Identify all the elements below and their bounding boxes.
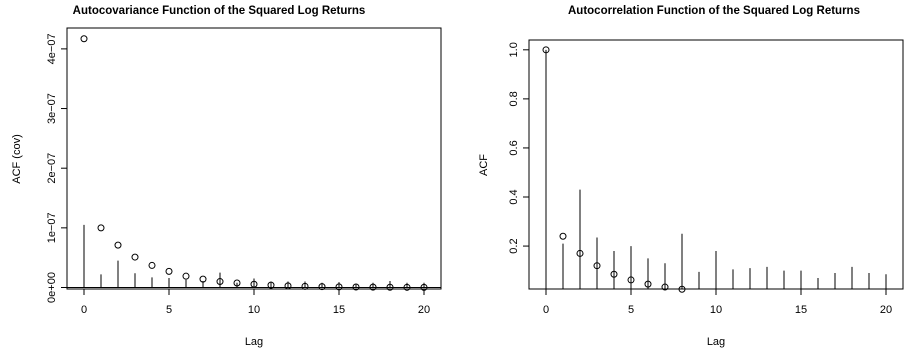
acf-y-tick-label: 0.6 [508,140,520,155]
acf-marks: 0 5 10 15 20 0.2 0.4 0.6 0.8 1.0 [508,42,892,316]
acovf-x-tick-label: 10 [248,304,260,316]
acovf-point [369,283,377,291]
acovf-point [199,275,207,283]
acf-xlabel: Lag [707,336,725,348]
acf-ylabel: ACF [478,154,490,176]
acovf-point [97,224,105,232]
acovf-y-tick-label: 0e+00 [46,272,58,303]
acovf-x-tick-label: 0 [81,304,87,316]
acf-title: Autocorrelation Function of the Squared … [568,5,860,17]
acovf-x-tick-label: 5 [166,304,172,316]
acf-point [678,285,686,293]
acf-y-tick-label: 0.8 [508,91,520,106]
acovf-point [216,278,224,286]
acovf-point [148,261,156,269]
acovf-point [267,281,275,289]
acf-point [627,276,635,284]
acovf-plot-frame [66,27,442,290]
acovf-point [250,280,258,288]
acf-point [542,46,550,54]
acf-point [661,283,669,291]
acovf-point [131,253,139,261]
acf-point [593,262,601,270]
acovf-ylabel: ACF (cov) [11,134,23,184]
acovf-point [386,283,394,291]
acf-panel: Autocorrelation Function of the Squared … [478,5,904,348]
acovf-xlabel: Lag [245,336,263,348]
acf-x-tick-label: 20 [880,304,892,316]
acf-y-tick-label: 0.2 [508,238,520,253]
acf-point [610,270,618,278]
acovf-point [335,283,343,291]
acf-x-tick-label: 15 [795,304,807,316]
acf-x-tick-label: 5 [628,304,634,316]
acf-y-tick-label: 0.4 [508,189,520,204]
acovf-point [301,282,309,290]
acovf-y-tick-label: 4e−07 [46,33,58,64]
acovf-point [403,283,411,291]
acovf-title: Autocovariance Function of the Squared L… [73,5,366,17]
acf-point [644,280,652,288]
acovf-y-tick-label: 2e−07 [46,153,58,184]
acovf-point [420,283,428,291]
acovf-point [284,282,292,290]
acovf-y-tick-label: 3e−07 [46,93,58,124]
acf-point [576,249,584,257]
acovf-point [233,279,241,287]
acf-x-tick-label: 0 [543,304,549,316]
acovf-point [80,35,88,43]
acovf-point [352,283,360,291]
acovf-x-tick-label: 20 [418,304,430,316]
acovf-point [165,267,173,275]
acovf-x-tick-label: 15 [333,304,345,316]
acovf-point [182,272,190,280]
acf-x-tick-label: 10 [710,304,722,316]
acovf-point [318,283,326,291]
acf-point [559,232,567,240]
acovf-marks: 0 5 10 15 20 0e+00 1e−07 2e−07 3e−07 4e−07 [46,33,441,316]
acovf-point [114,241,122,249]
acovf-y-tick-label: 1e−07 [46,212,58,243]
acf-y-tick-label: 1.0 [508,42,520,57]
acovf-panel: Autocovariance Function of the Squared L… [11,5,442,348]
